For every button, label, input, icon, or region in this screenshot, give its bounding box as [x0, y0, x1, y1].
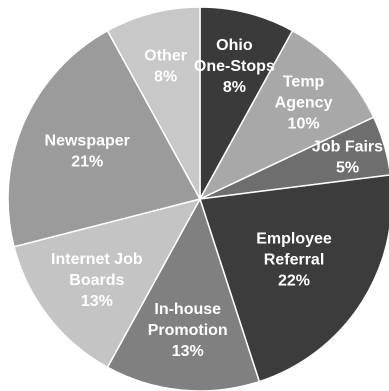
slice-value-label: 8%	[223, 79, 246, 96]
pie-slice	[106, 197, 261, 391]
pie-slice	[106, 6, 201, 200]
labels-layer: Ohio One-Stops 8% Temp Agency 10% Job Fairs 5% E…	[45, 37, 384, 360]
slice-label-group: Temp Agency 10%	[275, 74, 333, 133]
slice-category-label: In-house	[154, 301, 221, 318]
pie-slice	[199, 174, 389, 383]
slice-category-label: Other	[144, 48, 187, 65]
slice-category-label: One-Stops	[194, 58, 275, 75]
slice-category-label: Employee	[256, 231, 332, 248]
slice-value-label: 13%	[81, 293, 113, 310]
slice-category-label: Ohio	[216, 37, 253, 54]
slice-label-group: In-house Promotion 13%	[148, 301, 228, 360]
slice-category-label: Referral	[264, 252, 324, 269]
slice-label-group: Employee Referral 22%	[256, 231, 332, 290]
pie-slice	[199, 6, 294, 200]
slice-category-label: Boards	[69, 272, 124, 289]
slice-category-label: Temp	[283, 74, 325, 91]
slice-category-label: Agency	[275, 95, 333, 112]
slice-label-group: Internet Job Boards 13%	[51, 251, 143, 310]
slice-label-group: Other 8%	[144, 48, 187, 86]
slice-value-label: 13%	[172, 343, 204, 360]
slice-value-label: 22%	[278, 273, 310, 290]
pie-slice	[13, 197, 202, 369]
pie-slice	[199, 116, 389, 200]
slice-category-label: Internet Job	[51, 251, 143, 268]
slice-category-label: Job Fairs	[312, 139, 383, 156]
slice-label-group: Ohio One-Stops 8%	[194, 37, 275, 96]
slices-layer	[7, 6, 389, 391]
slice-value-label: 21%	[71, 154, 103, 171]
slice-value-label: 5%	[336, 160, 359, 177]
slice-label-group: Newspaper 21%	[45, 133, 130, 171]
slice-label-group: Job Fairs 5%	[312, 139, 383, 177]
slice-category-label: Promotion	[148, 322, 228, 339]
pie-slice	[7, 29, 202, 248]
slice-category-label: Newspaper	[45, 133, 130, 150]
slice-value-label: 8%	[154, 69, 177, 86]
slice-value-label: 10%	[288, 116, 320, 133]
pie-slice	[198, 29, 375, 201]
